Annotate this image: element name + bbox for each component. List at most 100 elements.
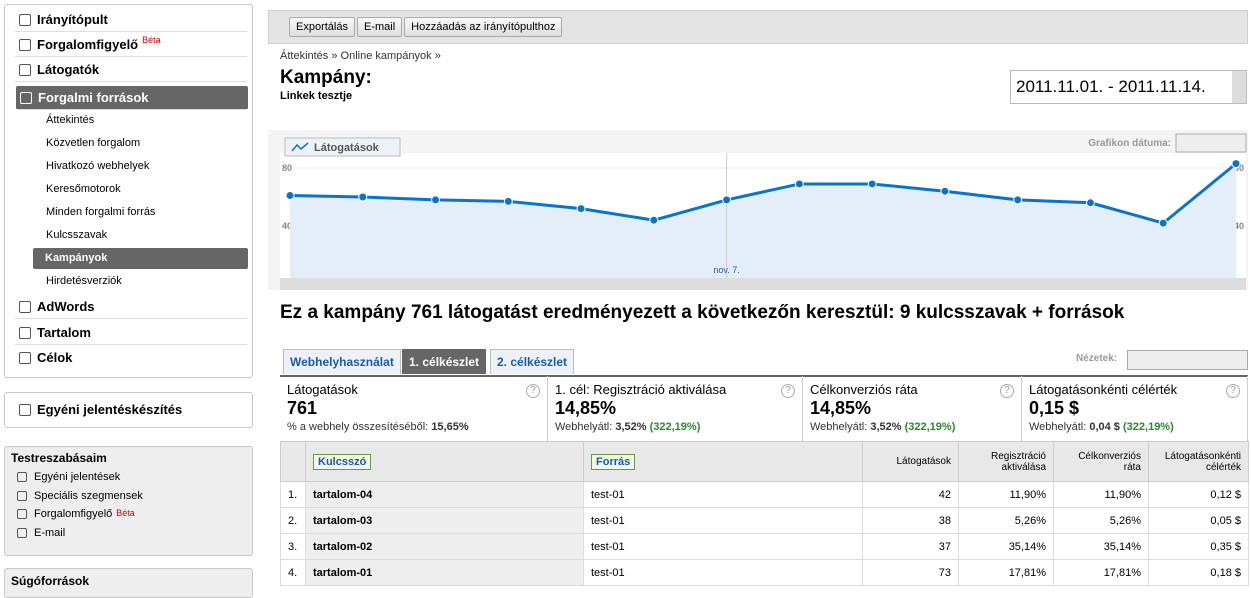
point	[1158, 218, 1168, 228]
nav-item[interactable]: Forgalomfigyelő Béta	[15, 33, 247, 57]
table-cell: 73	[862, 559, 959, 586]
summary-note: Webhelyátl: 3,52% (322,19%)	[555, 421, 795, 433]
help-icon[interactable]: ?	[1226, 384, 1240, 398]
help-icon[interactable]: ?	[526, 384, 540, 398]
toolbar-button[interactable]: Hozzáadás az irányítópulthoz	[404, 17, 563, 37]
subnav-item[interactable]: Hivatkozó webhelyek	[46, 160, 150, 172]
point	[794, 179, 804, 189]
label: Egyéni jelentések	[34, 471, 121, 483]
table-row: 2. tartalom-03 test-01 38 5,26% 5,26% 0,05 $	[280, 507, 1249, 534]
tab[interactable]: 2. célkészlet	[490, 349, 575, 374]
y-tick-label: 80	[282, 163, 292, 173]
tab[interactable]: Webhelyhasználat	[283, 349, 401, 374]
subnav-item[interactable]: Kulcsszavak	[46, 229, 108, 241]
subnav-item[interactable]: Kampányok	[33, 248, 248, 269]
table-cell: 11,90%	[1053, 481, 1149, 508]
label: Forgalomfigyelő	[34, 508, 113, 520]
custom-reports-panel: Egyéni jelentéskészítés	[4, 392, 253, 428]
toolbar-button[interactable]: Exportálás	[289, 17, 355, 37]
table-cell[interactable]: tartalom-01	[305, 559, 584, 586]
icon	[19, 39, 31, 51]
nav-item[interactable]: Látogatók	[15, 58, 247, 82]
settings-item[interactable]: Forgalomfigyelő Béta	[15, 506, 135, 522]
table-cell: 0,35 $	[1148, 533, 1249, 560]
header-cell[interactable]: Forrás	[583, 441, 863, 482]
summary-value: 14,85%	[555, 398, 617, 418]
point	[503, 196, 513, 206]
icon	[17, 509, 27, 519]
summary-label: 1. cél: Regisztráció aktiválása	[555, 382, 727, 397]
point	[431, 195, 441, 205]
table-cell: 42	[862, 481, 959, 508]
table-cell: 3.	[280, 533, 306, 560]
badge: Béta	[116, 508, 135, 518]
graph-by-label: Grafikon dátuma:	[1088, 138, 1171, 149]
header-cell: Látogatásonkénti célérték	[1148, 441, 1249, 482]
area-mask	[280, 278, 1246, 290]
data-table: Kulcsszó Forrás Látogatások Regisztráció ak…	[280, 441, 1249, 586]
icon	[17, 490, 27, 501]
y-tick-label: 40	[1234, 221, 1244, 231]
table-cell: 0,05 $	[1148, 507, 1249, 534]
table-cell[interactable]: tartalom-03	[305, 507, 584, 534]
nav-panel: Irányítópult Forgalomfigyelő Béta Látogatók…	[4, 4, 253, 378]
summary-label: Látogatások	[287, 382, 358, 397]
graph-by-buttons[interactable]	[1175, 133, 1247, 153]
custom-reports-link[interactable]: Egyéni jelentéskészítés	[15, 398, 247, 422]
nav-item[interactable]: Tartalom	[15, 321, 247, 345]
help-icon[interactable]: ?	[781, 384, 795, 398]
help-panel: Súgóforrások	[4, 568, 253, 598]
x-tick-label: nov. 7.	[713, 265, 739, 275]
subnav-item[interactable]: Minden forgalmi forrás	[46, 206, 156, 218]
note-label: Webhelyátl:	[810, 421, 868, 433]
table-cell: 5,26%	[958, 507, 1054, 534]
y-tick-label: 40	[282, 221, 292, 231]
y-tick-label: 80	[1234, 163, 1244, 173]
subnav-item[interactable]: Közvetlen forgalom	[46, 137, 141, 149]
table-cell: 17,81%	[1053, 559, 1149, 586]
nav-item[interactable]: Irányítópult	[15, 8, 247, 32]
label: Forgalmi források	[38, 90, 149, 105]
subnav-item[interactable]: Keresőmotorok	[46, 183, 121, 195]
settings-item[interactable]: E-mail	[15, 525, 65, 541]
summary-value: 761	[287, 398, 318, 418]
nav-item[interactable]: Célok	[15, 346, 247, 370]
settings-panel: Testreszabásaim Egyéni jelentések Speciál…	[4, 446, 253, 556]
label: Irányítópult	[37, 12, 108, 27]
screen: Irányítópult Forgalomfigyelő Béta Látogatók…	[4, 4, 1249, 598]
tab[interactable]: 1. célkészlet	[402, 349, 487, 374]
point	[358, 192, 368, 202]
header-cell[interactable]: Kulcsszó	[305, 441, 584, 482]
column-selector: Forrás	[591, 453, 636, 470]
label: Célok	[37, 350, 73, 365]
settings-item[interactable]: Egyéni jelentések	[15, 469, 120, 485]
note-label: % a webhely összesítéséből:	[287, 421, 429, 433]
metric-icon	[291, 142, 309, 152]
subnav-item[interactable]: Áttekintés	[46, 114, 95, 126]
nav-item[interactable]: Forgalmi források	[16, 86, 248, 110]
header-row: Kulcsszó Forrás Látogatások Regisztráció ak…	[280, 441, 1249, 482]
subnav-item[interactable]: Hirdetésverziók	[46, 275, 122, 287]
nav-item[interactable]: AdWords	[15, 295, 247, 319]
toolbar-button[interactable]: E-mail	[356, 17, 403, 37]
icon	[19, 327, 31, 339]
table-row: 3. tartalom-02 test-01 37 35,14% 35,14% 0,35 $	[280, 533, 1249, 560]
table-cell: 38	[862, 507, 959, 534]
icon	[17, 527, 27, 538]
view-buttons[interactable]	[1127, 350, 1248, 370]
table-cell: 37	[862, 533, 959, 560]
metric-selector[interactable]	[284, 137, 401, 157]
page: Kampány { "sidebar": { "nav": [ {"label"…	[4, 4, 1249, 598]
breadcrumb[interactable]: Áttekintés » Online kampányok »	[280, 50, 441, 62]
table-cell[interactable]: tartalom-04	[305, 481, 584, 508]
summary-cell: Látogatások 761 % a webhely összesítéséből…	[280, 376, 548, 442]
header-cell: Látogatások	[862, 441, 959, 482]
headline: Ez a kampány 761 látogatást eredményezet…	[280, 302, 1125, 323]
table-cell[interactable]: tartalom-02	[305, 533, 584, 560]
point	[649, 215, 659, 225]
settings-item[interactable]: Speciális szegmensek	[15, 488, 143, 504]
icon	[19, 352, 31, 364]
date-range[interactable]: 2011.11.01. - 2011.11.14.	[1010, 70, 1247, 104]
help-icon[interactable]: ?	[1000, 384, 1014, 398]
header-cell: Célkonverziós ráta	[1053, 441, 1149, 482]
